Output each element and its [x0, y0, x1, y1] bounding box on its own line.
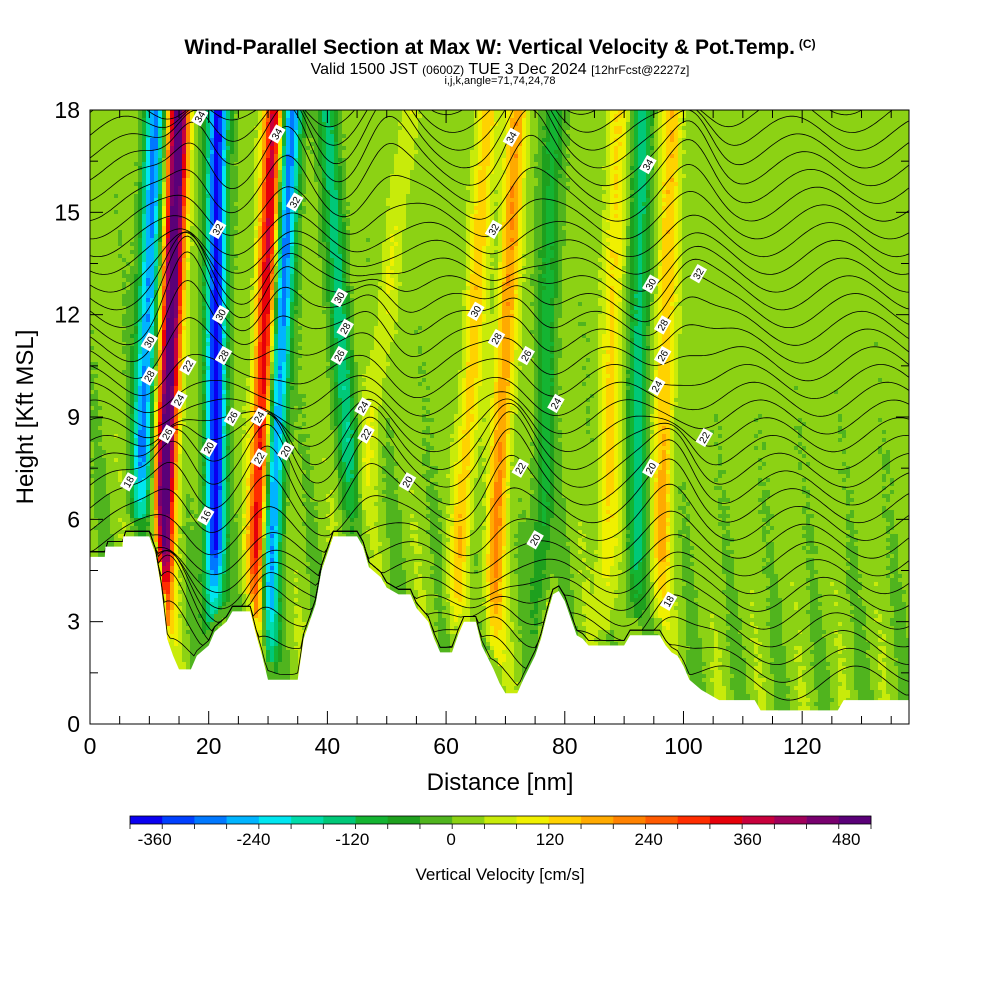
- y-axis-title: Height [Kft MSL]: [12, 330, 39, 505]
- colorbar: -360 -240 -120 0 120 240 360 480: [130, 816, 871, 849]
- colorbar-tick-label: -120: [335, 830, 369, 849]
- colorbar-swatch: [678, 816, 711, 824]
- colorbar-tick-label: -240: [236, 830, 270, 849]
- colorbar-swatch: [517, 816, 550, 824]
- colorbar-swatch: [323, 816, 356, 824]
- x-axis-title: Distance [nm]: [427, 769, 574, 796]
- colorbar-tick-label: -360: [138, 830, 172, 849]
- colorbar-swatch: [259, 816, 292, 824]
- x-tick-label: 120: [783, 733, 821, 759]
- colorbar-tick-label: 480: [832, 830, 860, 849]
- colorbar-swatch: [774, 816, 807, 824]
- colorbar-swatch: [194, 816, 227, 824]
- y-tick-label: 6: [67, 506, 80, 532]
- y-tick-label: 12: [54, 302, 80, 328]
- isentrope-line: [90, 72, 909, 115]
- colorbar-swatch: [291, 816, 324, 824]
- x-tick-label: 60: [433, 733, 459, 759]
- y-tick-label: 3: [67, 609, 80, 635]
- colorbar-swatch: [130, 816, 163, 824]
- colorbar-swatch: [742, 816, 775, 824]
- colorbar-swatch: [807, 816, 840, 824]
- colorbar-swatch: [388, 816, 421, 824]
- colorbar-swatch: [162, 816, 195, 824]
- cross-section-chart: 343432323030282826262424222220 2018163028…: [0, 0, 1000, 1000]
- colorbar-swatch: [613, 816, 646, 824]
- x-tick-label: 0: [84, 733, 97, 759]
- colorbar-tick-label: 360: [733, 830, 761, 849]
- colorbar-swatch: [452, 816, 485, 824]
- x-tick-label: 40: [315, 733, 341, 759]
- y-tick-label: 9: [67, 404, 80, 430]
- colorbar-swatch: [839, 816, 872, 824]
- x-tick-label: 100: [664, 733, 702, 759]
- colorbar-swatch: [227, 816, 260, 824]
- colorbar-swatch: [356, 816, 389, 824]
- colorbar-tick-label: 240: [635, 830, 663, 849]
- colorbar-tick-label: 120: [536, 830, 564, 849]
- colorbar-swatch: [581, 816, 614, 824]
- colorbar-swatch: [549, 816, 582, 824]
- y-tick-label: 18: [54, 97, 80, 123]
- colorbar-swatch: [710, 816, 743, 824]
- x-tick-label: 80: [552, 733, 578, 759]
- colorbar-swatch: [420, 816, 453, 824]
- colorbar-swatch: [484, 816, 517, 824]
- y-tick-label: 0: [67, 711, 80, 737]
- y-tick-label: 15: [54, 199, 80, 225]
- colorbar-label: Vertical Velocity [cm/s]: [415, 865, 584, 884]
- colorbar-swatch: [645, 816, 678, 824]
- x-tick-label: 20: [196, 733, 222, 759]
- colorbar-tick-label: 0: [446, 830, 455, 849]
